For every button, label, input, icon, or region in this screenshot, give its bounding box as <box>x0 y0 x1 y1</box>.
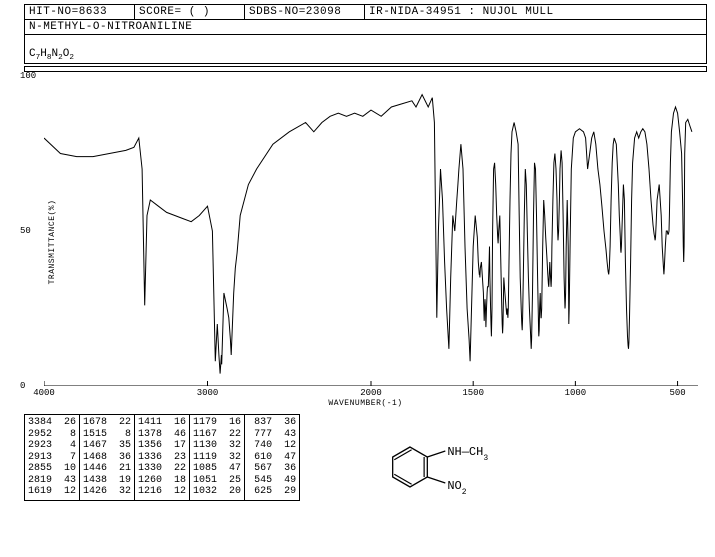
structure-diagram: NH—CH3 NO2 <box>370 422 520 512</box>
peak-entry: 1179 16 <box>193 417 241 429</box>
peak-entry: 1356 17 <box>138 440 186 452</box>
peak-column: 1179 161167 221130 321119 321085 471051 … <box>190 415 245 500</box>
peak-entry: 2819 43 <box>28 475 76 487</box>
formula: C7H8N2O2 <box>24 47 707 64</box>
ir-spectrum-chart: TRANSMITTANCE(%) 050100 4000300020001500… <box>24 72 707 412</box>
sdbs-no: SDBS-NO=23098 <box>245 5 365 19</box>
x-tick: 1000 <box>565 388 587 398</box>
peak-entry: 545 49 <box>248 475 296 487</box>
peak-entry: 1619 12 <box>28 486 76 498</box>
peak-entry: 1678 22 <box>83 417 131 429</box>
peak-entry: 1446 21 <box>83 463 131 475</box>
x-tick: 1500 <box>462 388 484 398</box>
peak-entry: 625 29 <box>248 486 296 498</box>
peak-entry: 2923 4 <box>28 440 76 452</box>
x-tick: 3000 <box>197 388 219 398</box>
peak-entry: 1330 22 <box>138 463 186 475</box>
peak-column: 1678 221515 81467 351468 361446 211438 1… <box>80 415 135 500</box>
header-row: HIT-NO=8633 SCORE= ( ) SDBS-NO=23098 IR-… <box>24 4 707 20</box>
peak-entry: 1051 25 <box>193 475 241 487</box>
peak-entry: 1468 36 <box>83 452 131 464</box>
peak-table: 3384 262952 82923 42913 72855 102819 431… <box>24 414 300 501</box>
y-tick: 0 <box>20 381 25 391</box>
peak-entry: 1085 47 <box>193 463 241 475</box>
gap-row <box>24 35 707 47</box>
x-axis-label: WAVENUMBER(-1) <box>328 399 402 408</box>
peak-column: 837 36 777 43 740 12 610 47 567 36 545 4… <box>245 415 299 500</box>
peak-entry: 777 43 <box>248 429 296 441</box>
peak-entry: 1426 32 <box>83 486 131 498</box>
bottom-area: 3384 262952 82923 42913 72855 102819 431… <box>24 414 707 512</box>
y-tick: 50 <box>20 226 31 236</box>
peak-entry: 1515 8 <box>83 429 131 441</box>
hit-no: HIT-NO=8633 <box>25 5 135 19</box>
peak-entry: 1378 46 <box>138 429 186 441</box>
peak-column: 3384 262952 82923 42913 72855 102819 431… <box>25 415 80 500</box>
peak-entry: 1130 32 <box>193 440 241 452</box>
peak-entry: 1336 23 <box>138 452 186 464</box>
spectrum-record: HIT-NO=8633 SCORE= ( ) SDBS-NO=23098 IR-… <box>0 4 715 557</box>
spectrum-line <box>44 76 698 386</box>
peak-entry: 740 12 <box>248 440 296 452</box>
svg-text:NH—CH3: NH—CH3 <box>447 445 488 463</box>
peak-entry: 1411 16 <box>138 417 186 429</box>
ir-info: IR-NIDA-34951 : NUJOL MULL <box>365 5 706 19</box>
peak-entry: 1119 32 <box>193 452 241 464</box>
peak-entry: 3384 26 <box>28 417 76 429</box>
peak-entry: 1032 20 <box>193 486 241 498</box>
x-tick: 2000 <box>360 388 382 398</box>
svg-text:NO2: NO2 <box>447 479 466 497</box>
compound-name: N-METHYL-O-NITROANILINE <box>24 20 707 35</box>
score: SCORE= ( ) <box>135 5 245 19</box>
x-tick: 4000 <box>33 388 55 398</box>
y-tick: 100 <box>20 71 36 81</box>
peak-entry: 1167 22 <box>193 429 241 441</box>
peak-entry: 1260 18 <box>138 475 186 487</box>
peak-entry: 567 36 <box>248 463 296 475</box>
peak-entry: 1467 35 <box>83 440 131 452</box>
x-tick: 500 <box>669 388 685 398</box>
peak-entry: 2913 7 <box>28 452 76 464</box>
peak-column: 1411 161378 461356 171336 231330 221260 … <box>135 415 190 500</box>
peak-entry: 2952 8 <box>28 429 76 441</box>
peak-entry: 1438 19 <box>83 475 131 487</box>
peak-entry: 837 36 <box>248 417 296 429</box>
peak-entry: 1216 12 <box>138 486 186 498</box>
peak-entry: 2855 10 <box>28 463 76 475</box>
peak-entry: 610 47 <box>248 452 296 464</box>
